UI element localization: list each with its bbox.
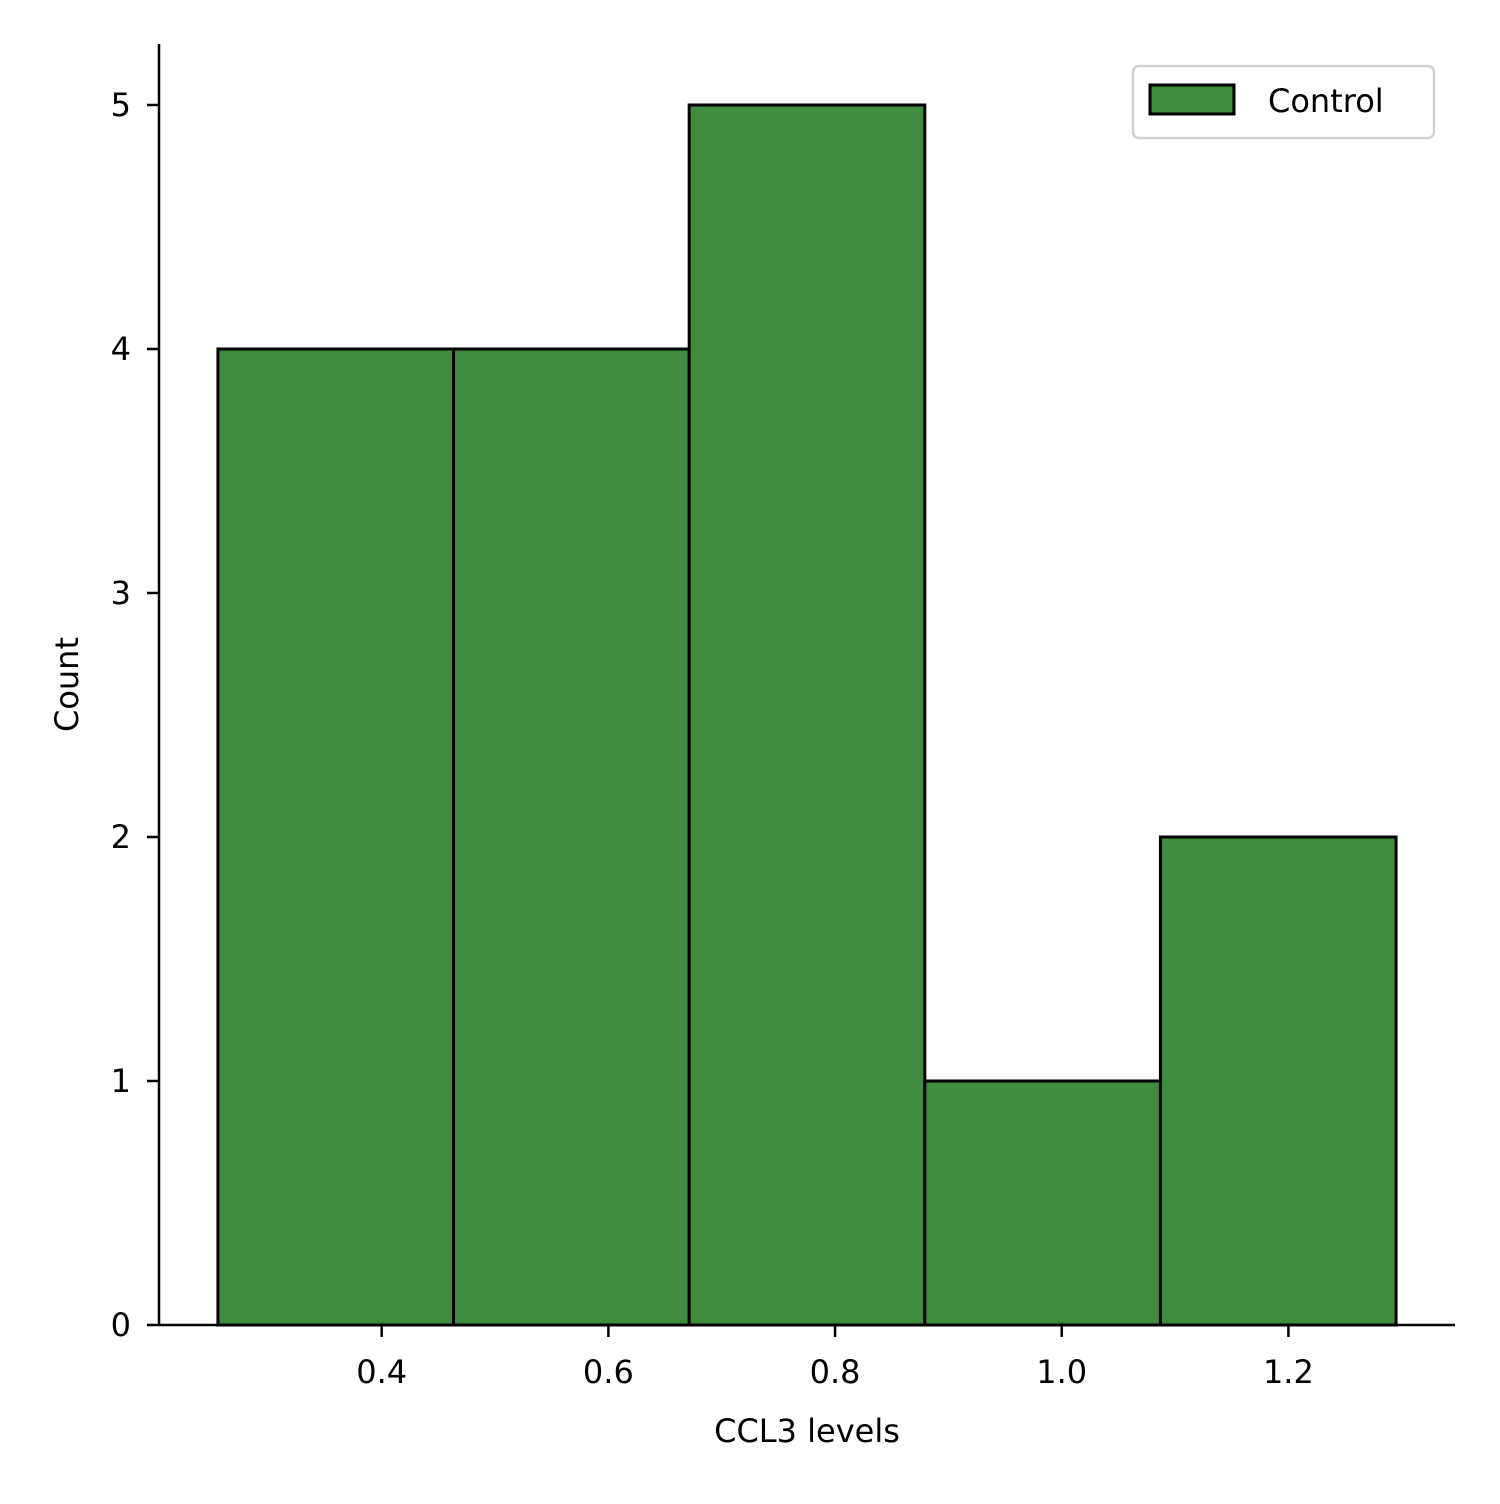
y-tick-label: 5 (111, 86, 131, 124)
y-axis-title: Count (48, 637, 86, 732)
y-tick-label: 3 (111, 574, 131, 612)
x-tick-label: 1.0 (1036, 1353, 1087, 1391)
histogram-bar (923, 1079, 1162, 1327)
y-tick-label: 2 (111, 818, 131, 856)
y-tick-label: 4 (111, 330, 131, 368)
histogram-bar (1158, 835, 1398, 1327)
legend: Control (1131, 64, 1436, 140)
x-tick-label: 0.6 (583, 1353, 634, 1391)
histogram-bar (452, 347, 691, 1327)
histogram-bar (216, 347, 456, 1327)
y-tick-label: 0 (111, 1306, 131, 1344)
y-ticks: 0 1 2 3 4 5 (111, 86, 159, 1344)
y-tick-label: 1 (111, 1062, 131, 1100)
x-tick-label: 0.4 (356, 1353, 407, 1391)
x-ticks: 0.4 0.6 0.8 1.0 1.2 (356, 1325, 1314, 1391)
legend-label-control: Control (1268, 82, 1384, 120)
x-axis-title: CCL3 levels (714, 1412, 900, 1450)
x-tick-label: 0.8 (810, 1353, 861, 1391)
x-tick-label: 1.2 (1263, 1353, 1314, 1391)
axes-layer (157, 44, 1455, 1327)
bars-layer (216, 103, 1398, 1327)
legend-swatch-control (1148, 83, 1236, 116)
histogram-bar (687, 103, 927, 1327)
